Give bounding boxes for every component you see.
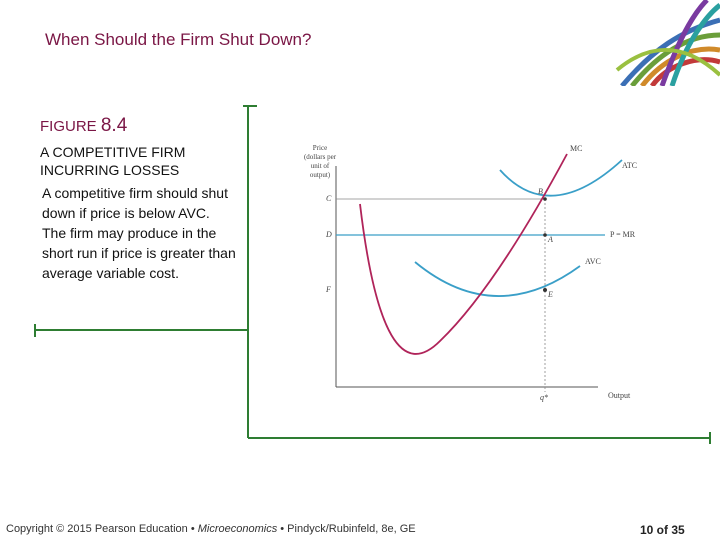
figure-title: A COMPETITIVE FIRM INCURRING LOSSES (40, 144, 186, 178)
point-b-marker (543, 197, 547, 201)
atc-curve (499, 159, 623, 197)
figure-label: FIGURE 8.4 (40, 115, 127, 137)
mc-curve (359, 153, 568, 355)
point-b-label: B (538, 187, 543, 196)
price-label-d: D (325, 230, 332, 239)
description-line: The firm may produce in the short run if… (42, 225, 236, 281)
figure-prefix: FIGURE (40, 118, 101, 135)
mc-curve-label: MC (570, 144, 582, 153)
x-axis-label: Output (608, 391, 631, 400)
decorative-cables-image (612, 0, 720, 86)
page-number: 10 of 35 (640, 523, 685, 537)
footer-copyright: Copyright © 2015 Pearson Education • Mic… (6, 523, 416, 535)
pmr-curve-label: P = MR (610, 230, 636, 239)
point-a-label: A (547, 235, 553, 244)
y-axis-label-line: unit of (311, 162, 330, 170)
cost-curves-diagram: Price (dollars per unit of output) Outpu… (304, 144, 637, 402)
avc-curve (414, 261, 581, 297)
footer-book-title: Microeconomics (197, 523, 278, 535)
atc-curve-label: ATC (622, 161, 637, 170)
footer-suffix: • Pindyck/Rubinfeld, 8e, GE (277, 523, 416, 535)
avc-curve-label: AVC (585, 257, 601, 266)
footer-prefix: Copyright © 2015 Pearson Education • (6, 523, 198, 535)
quantity-label: q* (540, 393, 548, 402)
slide-title: When Should the Firm Shut Down? (45, 30, 312, 49)
price-label-c: C (326, 194, 332, 203)
figure-description: A competitive firm should shut down if p… (42, 183, 242, 283)
price-label-f: F (325, 285, 331, 294)
point-e-marker (543, 288, 547, 292)
point-a-marker (543, 233, 547, 237)
figure-number: 8.4 (100, 115, 128, 136)
description-line: A competitive firm should shut down if p… (42, 185, 228, 221)
y-axis-label-line: (dollars per (304, 153, 337, 161)
y-axis-label-line: output) (310, 171, 331, 179)
point-e-label: E (547, 290, 553, 299)
y-axis-label-line: Price (313, 144, 327, 152)
